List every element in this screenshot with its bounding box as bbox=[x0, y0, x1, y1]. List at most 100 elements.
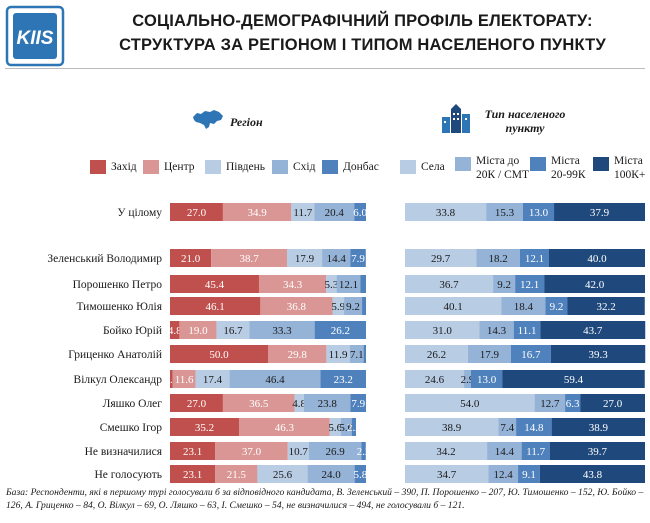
region-bar-segment bbox=[170, 465, 216, 483]
settlement-data-label: 54.0 bbox=[460, 398, 480, 410]
settlement-data-label: 32.2 bbox=[596, 301, 615, 313]
legend-swatch bbox=[530, 157, 546, 171]
settlement-data-label: 12.1 bbox=[525, 253, 544, 265]
region-bar-segment bbox=[326, 345, 350, 363]
region-bar-segment bbox=[195, 370, 230, 388]
ukraine-map-icon bbox=[193, 110, 223, 129]
legend-swatch bbox=[143, 160, 159, 174]
region-data-label: 9.2 bbox=[346, 301, 360, 313]
region-data-label: 27.0 bbox=[187, 398, 207, 410]
region-bar-segment bbox=[170, 297, 261, 315]
page-title-line-2: СТРУКТУРА ЗА РЕГІОНОМ І ТИПОМ НАСЕЛЕНОГО… bbox=[119, 36, 606, 54]
settlement-data-label: 42.0 bbox=[585, 279, 605, 291]
settlement-panel-title: Тип населеного пункту bbox=[475, 107, 575, 135]
region-bar-segment bbox=[215, 465, 258, 483]
region-data-label: 38.7 bbox=[239, 253, 259, 265]
settlement-bar-segment bbox=[513, 321, 541, 339]
settlement-data-label: 12.1 bbox=[520, 279, 539, 291]
region-data-label: 21.5 bbox=[227, 469, 247, 481]
region-bar-segment bbox=[314, 321, 366, 339]
region-bar-segment bbox=[229, 370, 321, 388]
region-bar-segment bbox=[308, 442, 362, 460]
region-data-label: 11.7 bbox=[293, 207, 312, 219]
legend-item-mista-do-20k: Міста до 20К / СМТ bbox=[455, 154, 529, 182]
legend-label: Донбас bbox=[343, 161, 379, 173]
settlement-data-label: 34.7 bbox=[437, 469, 457, 481]
settlement-data-label: 9.2 bbox=[497, 279, 511, 291]
settlement-data-label: 18.2 bbox=[488, 253, 507, 265]
region-bar-segment bbox=[170, 370, 173, 388]
region-data-label: 36.5 bbox=[249, 398, 269, 410]
legend-label-line-2: 20-99К bbox=[551, 169, 586, 181]
settlement-data-label: 39.3 bbox=[588, 349, 608, 361]
settlement-data-label: 13.0 bbox=[477, 374, 497, 386]
region-data-label: 45.4 bbox=[205, 279, 225, 291]
legend-item-donbas: Донбас bbox=[322, 160, 379, 174]
settlement-bar-segment bbox=[405, 297, 502, 315]
legend-label-line-2: 20К / СМТ bbox=[476, 169, 530, 181]
region-data-label: 46.3 bbox=[275, 422, 295, 434]
settlement-bar-segment bbox=[405, 249, 477, 267]
settlement-data-label: 7.4 bbox=[500, 422, 514, 434]
region-data-label: 46.1 bbox=[206, 301, 225, 313]
region-bar-segment bbox=[249, 321, 315, 339]
legend-item-skhid: Схід bbox=[272, 160, 315, 174]
settlement-data-label: 34.2 bbox=[436, 446, 455, 458]
settlement-data-label: 37.9 bbox=[590, 207, 610, 219]
region-bar-segment bbox=[354, 465, 366, 483]
settlement-data-label: 13.0 bbox=[529, 207, 549, 219]
region-bar-segment bbox=[363, 345, 366, 363]
legend-item-sela: Села bbox=[400, 160, 445, 174]
region-panel-title: Регіон bbox=[230, 115, 263, 129]
region-data-label: 50.0 bbox=[209, 349, 229, 361]
region-data-label: 19.0 bbox=[188, 325, 208, 337]
settlement-data-label: 6.3 bbox=[566, 398, 580, 410]
settlement-bar-segment bbox=[549, 249, 645, 267]
settlement-bar-segment bbox=[540, 321, 646, 339]
region-bar-segment bbox=[170, 418, 239, 436]
region-bar-segment bbox=[170, 275, 259, 293]
settlement-data-label: 18.4 bbox=[514, 301, 534, 313]
settlement-bar-segment bbox=[502, 370, 645, 388]
category-label: Тимошенко Юлія bbox=[76, 301, 162, 313]
legend-swatch bbox=[272, 160, 288, 174]
settlement-bar-segment bbox=[405, 465, 489, 483]
settlement-bar-segment bbox=[467, 345, 511, 363]
legend-swatch bbox=[90, 160, 106, 174]
settlement-data-label: 14.4 bbox=[495, 446, 515, 458]
settlement-data-label: 14.3 bbox=[487, 325, 507, 337]
region-data-label: 21.0 bbox=[181, 253, 201, 265]
region-bar-segment bbox=[350, 249, 366, 267]
region-bar-segment bbox=[344, 297, 363, 315]
settlement-bar-segment bbox=[567, 297, 645, 315]
region-bar-segment bbox=[172, 370, 196, 388]
region-data-label: 12.1 bbox=[339, 279, 358, 291]
region-bar-segment bbox=[350, 394, 366, 412]
region-bar-segment bbox=[216, 321, 250, 339]
settlement-data-label: 39.7 bbox=[588, 446, 608, 458]
region-data-label: 24.0 bbox=[321, 469, 341, 481]
settlement-data-label: 31.0 bbox=[433, 325, 453, 337]
region-bar-segment bbox=[320, 370, 366, 388]
category-label: Не голосують bbox=[94, 469, 162, 481]
settlement-data-label: 27.0 bbox=[603, 398, 623, 410]
region-bar-segment bbox=[351, 418, 356, 436]
settlement-data-label: 38.9 bbox=[589, 422, 609, 434]
settlement-bar-segment bbox=[510, 345, 551, 363]
settlement-data-label: 43.8 bbox=[583, 469, 603, 481]
settlement-bar-segment bbox=[539, 465, 645, 483]
settlement-bar-segment bbox=[405, 442, 488, 460]
settlement-data-label: 15.3 bbox=[495, 207, 515, 219]
region-data-label: 17.9 bbox=[295, 253, 315, 265]
category-label: Смешко Ігор bbox=[100, 422, 163, 434]
settlement-bar-segment bbox=[518, 465, 540, 483]
settlement-bar-segment bbox=[521, 442, 550, 460]
region-data-label: 7.1 bbox=[350, 349, 364, 361]
region-data-label: 26.9 bbox=[326, 446, 346, 458]
region-bar-segment bbox=[336, 275, 361, 293]
settlement-bar-segment bbox=[534, 394, 566, 412]
settlement-bar-segment bbox=[405, 418, 499, 436]
region-bar-segment bbox=[340, 418, 352, 436]
settlement-data-label: 9.1 bbox=[522, 469, 536, 481]
settlement-bar-segment bbox=[464, 370, 471, 388]
